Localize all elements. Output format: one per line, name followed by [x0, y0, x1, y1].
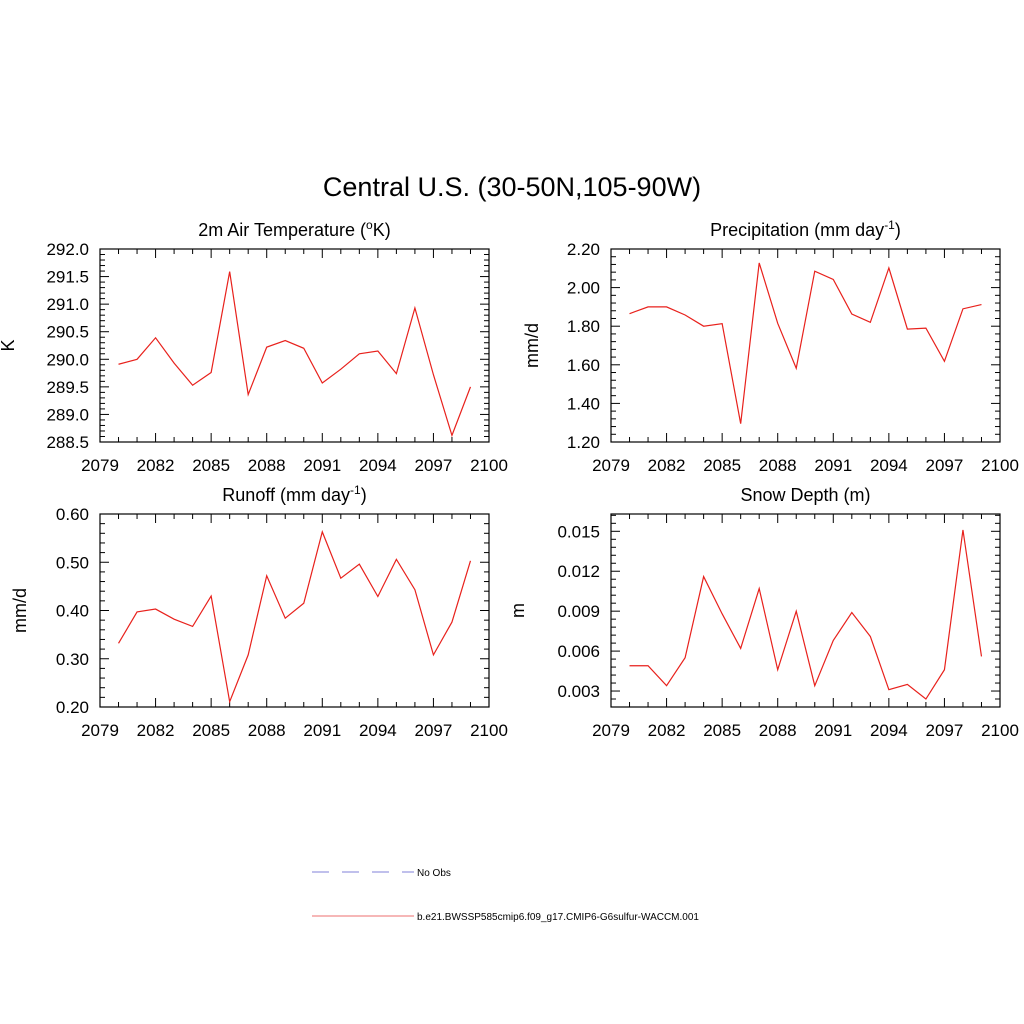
- x-tick-label: 2088: [248, 721, 286, 740]
- x-tick-label: 2097: [926, 721, 964, 740]
- y-axis-label: m: [508, 603, 528, 618]
- y-tick-label: 291.0: [46, 295, 89, 314]
- series-line: [629, 529, 983, 700]
- panel-title: Snow Depth (m): [740, 485, 870, 505]
- x-tick-label: 2079: [592, 721, 630, 740]
- legend: No Obs b.e21.BWSSP585cmip6.f09_g17.CMIP6-…: [312, 868, 699, 923]
- x-tick-label: 2100: [981, 721, 1019, 740]
- panel-1: 2079 2082 2085 2088 2091 2094 2097 2100 288.5 289…: [0, 218, 508, 475]
- panel-2: 2079 2082 2085 2088 2091 2094 2097 2100 1.20 1.40…: [522, 218, 1019, 475]
- x-tick-label: 2097: [926, 456, 964, 475]
- y-tick-label: 289.5: [46, 378, 89, 397]
- y-tick-label: 0.40: [56, 602, 89, 621]
- panels: 2079 2082 2085 2088 2091 2094 2097 2100 288.5 289…: [0, 218, 1019, 740]
- series-line: [118, 529, 472, 704]
- x-tick-label: 2085: [703, 721, 741, 740]
- y-axis-label: mm/d: [522, 323, 542, 368]
- y-tick-label: 290.5: [46, 323, 89, 342]
- y-tick-label: 1.40: [567, 394, 600, 413]
- legend-label: b.e21.BWSSP585cmip6.f09_g17.CMIP6-G6sulf…: [417, 912, 699, 923]
- x-tick-label: 2079: [592, 456, 630, 475]
- y-tick-label: 0.50: [56, 553, 89, 572]
- y-tick-label: 1.20: [567, 433, 600, 452]
- x-tick-label: 2082: [137, 456, 175, 475]
- x-tick-label: 2091: [814, 456, 852, 475]
- figure-title: Central U.S. (30-50N,105-90W): [323, 172, 701, 202]
- x-tick-label: 2079: [81, 456, 119, 475]
- x-tick-label: 2085: [192, 721, 230, 740]
- plot-frame: [610, 513, 1001, 708]
- x-tick-label: 2097: [415, 456, 453, 475]
- y-tick-label: 292.0: [46, 240, 89, 259]
- x-tick-label: 2088: [759, 721, 797, 740]
- x-tick-label: 2094: [359, 456, 397, 475]
- x-tick-label: 2100: [470, 456, 508, 475]
- panel-3: 2079 2082 2085 2088 2091 2094 2097 2100 0.20 0.30…: [10, 483, 508, 740]
- panel-title: Runoff (mm day-1): [222, 483, 366, 505]
- x-tick-label: 2082: [648, 456, 686, 475]
- panel-title: Precipitation (mm day-1): [710, 218, 901, 240]
- series-line: [629, 262, 982, 424]
- x-tick-label: 2094: [359, 721, 397, 740]
- y-tick-label: 0.60: [56, 505, 89, 524]
- y-tick-label: 290.0: [46, 350, 89, 369]
- panel-title: 2m Air Temperature (oK): [198, 218, 390, 240]
- plot-frame: [610, 248, 1001, 443]
- y-tick-label: 0.20: [56, 698, 89, 717]
- x-tick-label: 2100: [981, 456, 1019, 475]
- y-tick-label: 289.0: [46, 405, 89, 424]
- y-tick-label: 288.5: [46, 433, 89, 452]
- y-tick-label: 1.80: [567, 317, 600, 336]
- y-tick-label: 291.5: [46, 268, 89, 287]
- x-tick-label: 2097: [415, 721, 453, 740]
- y-tick-label: 2.00: [567, 279, 600, 298]
- panel-4: 2079 2082 2085 2088 2091 2094 2097 2100 0.003 0.0…: [508, 485, 1019, 740]
- y-tick-label: 0.30: [56, 650, 89, 669]
- x-tick-label: 2094: [870, 456, 908, 475]
- y-axis-label: mm/d: [10, 588, 30, 633]
- plot-frame: [99, 248, 490, 443]
- y-tick-label: 0.006: [557, 642, 600, 661]
- y-tick-label: 2.20: [567, 240, 600, 259]
- x-tick-label: 2091: [303, 456, 341, 475]
- y-tick-label: 0.009: [557, 602, 600, 621]
- x-tick-label: 2100: [470, 721, 508, 740]
- x-tick-label: 2085: [192, 456, 230, 475]
- legend-label: No Obs: [417, 868, 451, 879]
- x-tick-label: 2088: [248, 456, 286, 475]
- x-tick-label: 2085: [703, 456, 741, 475]
- y-tick-label: 1.60: [567, 356, 600, 375]
- x-tick-label: 2082: [648, 721, 686, 740]
- series-line: [118, 271, 472, 438]
- y-tick-label: 0.012: [557, 562, 600, 581]
- x-tick-label: 2079: [81, 721, 119, 740]
- x-tick-label: 2094: [870, 721, 908, 740]
- x-tick-label: 2091: [303, 721, 341, 740]
- x-tick-label: 2091: [814, 721, 852, 740]
- x-tick-label: 2082: [137, 721, 175, 740]
- y-tick-label: 0.003: [557, 682, 600, 701]
- x-tick-label: 2088: [759, 456, 797, 475]
- y-tick-label: 0.015: [557, 522, 600, 541]
- y-axis-label: K: [0, 339, 18, 351]
